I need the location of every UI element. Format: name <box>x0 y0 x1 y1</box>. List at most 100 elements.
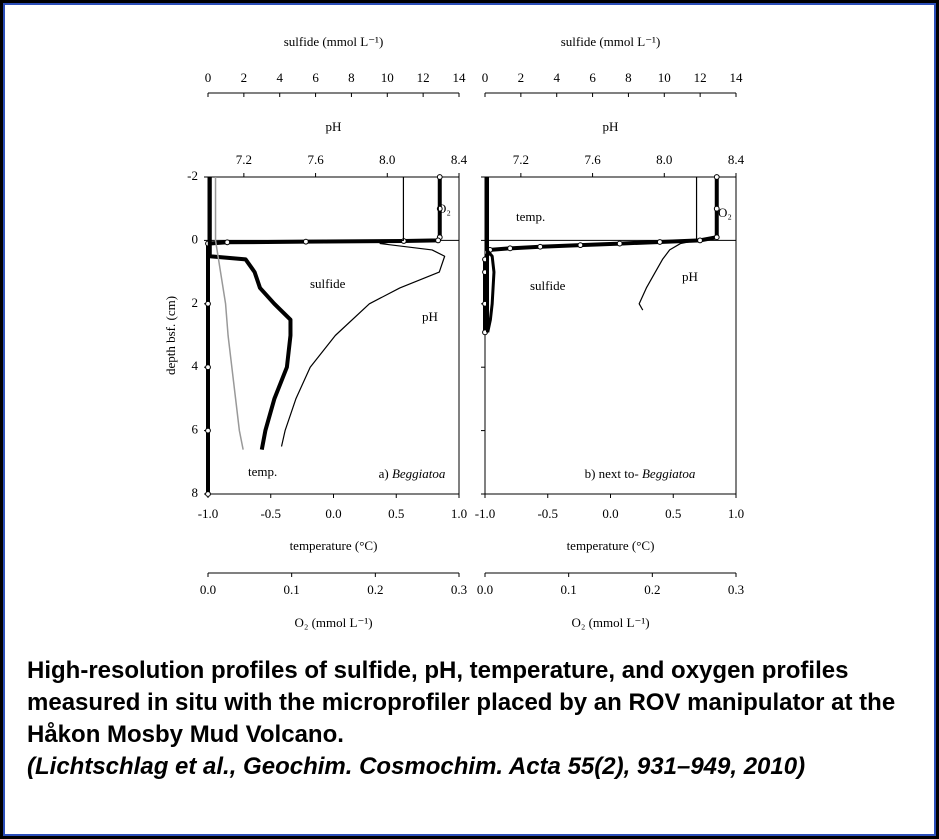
profile-marker <box>713 234 720 241</box>
profile-marker <box>616 240 623 247</box>
profile-marker <box>436 174 443 180</box>
profile-marker <box>302 238 309 245</box>
x-tick-label: -0.5 <box>260 506 281 521</box>
profile-line <box>207 177 293 450</box>
caption: High-resolution profiles of sulfide, pH,… <box>27 655 927 783</box>
x-tick-label: 0.0 <box>200 582 216 597</box>
x-tick-label: 0.0 <box>602 506 618 521</box>
x-tick-label: 0 <box>482 70 489 85</box>
panel-label-species: Beggiatoa <box>392 466 446 481</box>
x-tick-label: 0.0 <box>325 506 341 521</box>
series-label: pH <box>422 309 438 324</box>
x-tick-label: 14 <box>453 70 467 85</box>
panel-label-prefix: a) <box>379 466 389 481</box>
series-label: sulfide <box>530 278 566 293</box>
x-tick-label: 7.6 <box>584 152 601 167</box>
axis-title: temperature (°C) <box>290 538 378 553</box>
profile-marker <box>435 237 441 244</box>
x-tick-label: 7.2 <box>513 152 529 167</box>
panel-label-prefix: b) next to- <box>585 466 639 481</box>
x-tick-label: 8.0 <box>656 152 672 167</box>
axis-title: temperature (°C) <box>567 538 655 553</box>
axis-title: sulfide (mmol L⁻¹) <box>561 34 661 49</box>
x-tick-label: -1.0 <box>198 506 219 521</box>
x-tick-label: 8.4 <box>728 152 745 167</box>
caption-text: High-resolution profiles of sulfide, pH,… <box>27 657 896 748</box>
x-tick-label: 0 <box>205 70 212 85</box>
axis-title: O₂ (mmol L⁻¹) <box>294 615 372 630</box>
y-tick-label: 8 <box>192 485 199 500</box>
x-tick-label: 6 <box>589 70 596 85</box>
profile-marker <box>537 243 544 250</box>
x-tick-label: 0.3 <box>728 582 744 597</box>
profile-marker <box>713 205 720 212</box>
profile-line <box>206 177 442 494</box>
chart: depth bsf. (cm) -2 0 2 4 6 8 sulfide (mmol L⁻¹)… <box>163 34 745 630</box>
plot-frame <box>484 176 737 495</box>
axis-title: O₂ (mmol L⁻¹) <box>571 615 649 630</box>
x-tick-label: 8 <box>625 70 632 85</box>
x-tick-label: 1.0 <box>728 506 744 521</box>
x-tick-label: 0.1 <box>561 582 577 597</box>
profile-marker <box>577 242 584 249</box>
x-tick-label: 7.6 <box>307 152 324 167</box>
y-tick-label: 6 <box>192 422 199 437</box>
y-tick-label: 0 <box>192 231 199 246</box>
x-tick-label: 12 <box>417 70 430 85</box>
y-axis-label: depth bsf. (cm) <box>163 296 178 375</box>
profile-marker <box>205 427 211 434</box>
x-tick-label: 6 <box>312 70 319 85</box>
x-tick-label: -0.5 <box>537 506 558 521</box>
x-tick-label: -1.0 <box>475 506 496 521</box>
x-tick-label: 12 <box>694 70 707 85</box>
x-tick-label: 7.2 <box>236 152 252 167</box>
y-tick-label: 2 <box>192 295 199 310</box>
x-tick-label: 2 <box>241 70 248 85</box>
citation: (Lichtschlag et al., Geochim. Cosmochim.… <box>27 753 806 780</box>
panel-label: b) next to- Beggiatoa <box>585 466 696 481</box>
profile-line <box>483 177 719 333</box>
y-tick-label: -2 <box>187 168 198 183</box>
profile-marker <box>507 245 514 252</box>
plot-frame <box>207 176 460 495</box>
series-label: temp. <box>248 464 277 479</box>
profile-line <box>638 177 698 311</box>
figure-frame <box>3 3 936 836</box>
profile-marker <box>205 364 211 371</box>
x-tick-label: 14 <box>730 70 744 85</box>
x-tick-label: 4 <box>276 70 283 85</box>
x-tick-label: 0.1 <box>284 582 300 597</box>
profile-marker <box>656 239 663 245</box>
axis-title: sulfide (mmol L⁻¹) <box>284 34 384 49</box>
x-tick-label: 10 <box>381 70 394 85</box>
x-tick-label: 4 <box>553 70 560 85</box>
x-tick-label: 10 <box>658 70 671 85</box>
x-tick-label: 0.0 <box>477 582 493 597</box>
profile-line <box>280 177 446 447</box>
x-tick-label: 2 <box>518 70 525 85</box>
x-tick-label: 0.5 <box>665 506 681 521</box>
series-label: O₂ <box>437 201 451 216</box>
panel-label: a) Beggiatoa <box>379 466 446 481</box>
profile-marker <box>713 174 720 180</box>
profile-line <box>214 177 244 450</box>
x-tick-label: 8 <box>348 70 355 85</box>
series-label: pH <box>682 269 698 284</box>
series-label: temp. <box>516 209 545 224</box>
x-tick-label: 0.2 <box>644 582 660 597</box>
profile-marker <box>205 300 211 307</box>
profile-marker <box>205 491 211 497</box>
series-label: sulfide <box>310 276 346 291</box>
profile-marker <box>697 237 703 244</box>
x-tick-label: 8.0 <box>379 152 395 167</box>
x-tick-label: 0.3 <box>451 582 467 597</box>
profile-marker <box>224 239 231 246</box>
axis-title: pH <box>603 119 619 134</box>
x-tick-label: 1.0 <box>451 506 467 521</box>
y-tick-label: 4 <box>192 358 199 373</box>
series-label: O₂ <box>718 205 732 220</box>
x-tick-label: 8.4 <box>451 152 468 167</box>
axis-title: pH <box>326 119 342 134</box>
x-tick-label: 0.5 <box>388 506 404 521</box>
